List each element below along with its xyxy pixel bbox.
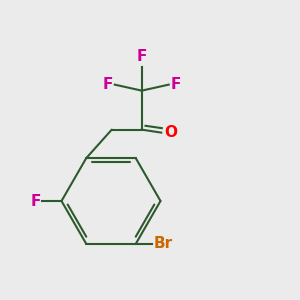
- Text: F: F: [136, 49, 147, 64]
- Text: F: F: [170, 77, 181, 92]
- Text: Br: Br: [154, 236, 172, 251]
- Text: F: F: [103, 77, 113, 92]
- Text: O: O: [164, 125, 177, 140]
- Text: F: F: [31, 194, 41, 208]
